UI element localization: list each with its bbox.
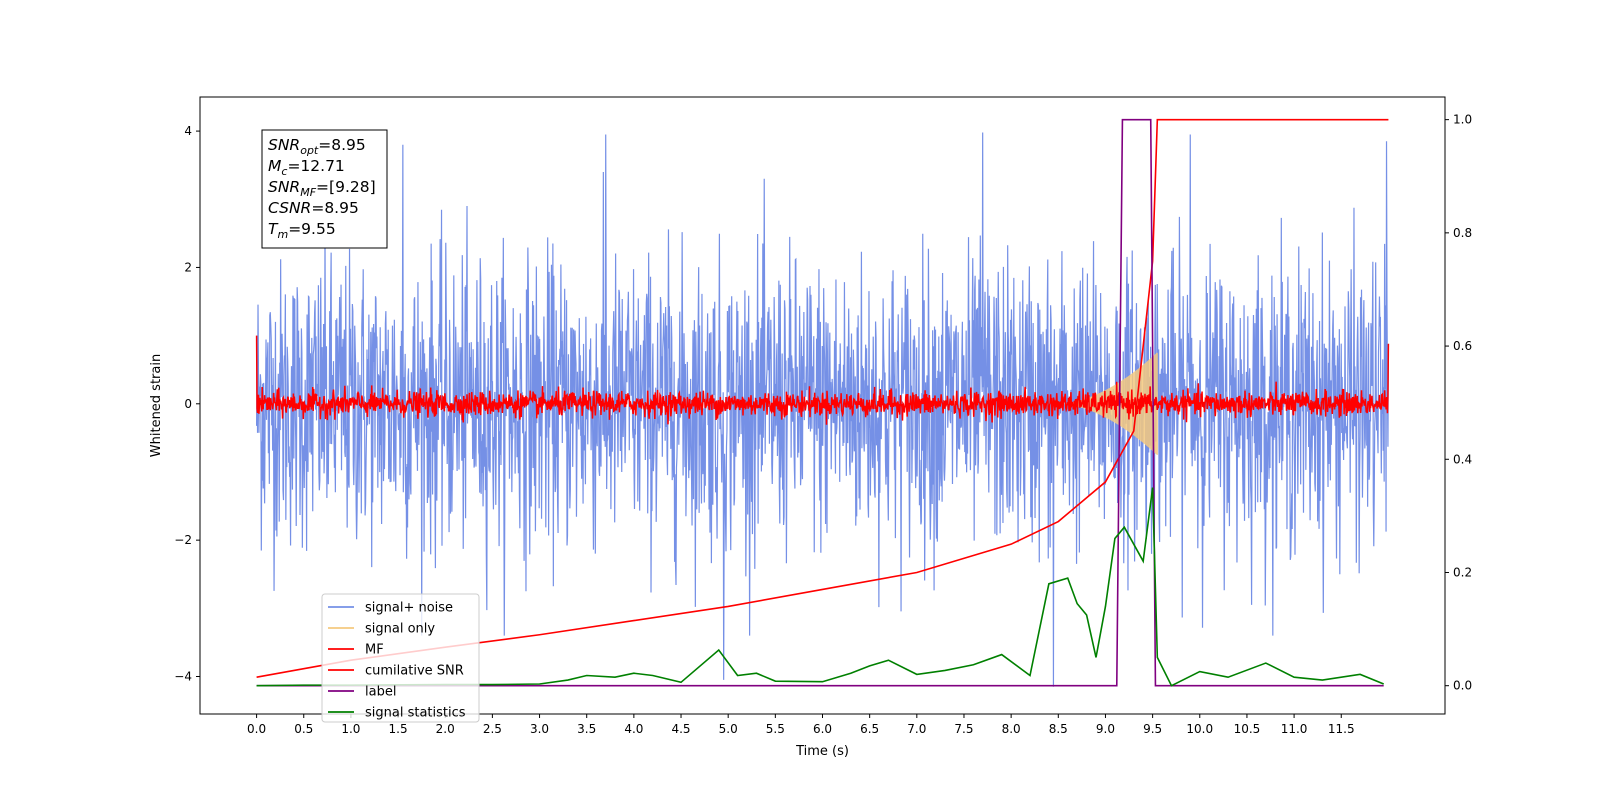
legend-frame: [321, 593, 480, 723]
legend-label: MF: [365, 643, 384, 658]
stats-box: SNRopt=8.95 Mc=12.71 SNRMF=[9.28] CSNR=8…: [261, 129, 388, 249]
x-tick-label: 2.0: [436, 722, 455, 736]
x-tick-label: 11.5: [1328, 722, 1355, 736]
x-tick-label: 10.5: [1234, 722, 1261, 736]
x-tick-label: 4.5: [671, 722, 690, 736]
x-tick-label: 0.0: [247, 722, 266, 736]
stats-snr-mf: SNRMF=[9.28]: [268, 178, 376, 199]
x-tick-label: 7.5: [954, 722, 973, 736]
x-tick-label: 7.0: [907, 722, 926, 736]
y2-tick-label: 0.2: [1453, 565, 1472, 579]
x-tick-label: 5.0: [719, 722, 738, 736]
x-axis: 0.0 0.5 1.0 1.5 2.0 2.5 3.0 3.5 4.0 4.5 5.0 5.5 6.0 6…: [247, 714, 1355, 736]
x-tick-label: 6.0: [813, 722, 832, 736]
label-line: [256, 118, 1384, 687]
y-tick-label: −4: [174, 670, 192, 684]
signal-statistics-line: [256, 487, 1384, 687]
x-tick-label: 4.0: [624, 722, 643, 736]
y-tick-label: 0: [184, 397, 192, 411]
x-axis-title: Time (s): [795, 744, 849, 759]
x-tick-label: 2.5: [483, 722, 502, 736]
y2-tick-label: 1.0: [1453, 113, 1472, 127]
y-axis-title: Whitened strain: [149, 354, 164, 457]
stats-snr-opt: SNRopt=8.95: [268, 136, 366, 157]
x-tick-label: 5.5: [766, 722, 785, 736]
y2-tick-label: 0.8: [1453, 226, 1472, 240]
x-tick-label: 0.5: [294, 722, 313, 736]
x-tick-label: 1.0: [341, 722, 360, 736]
y2-tick-label: 0.6: [1453, 339, 1472, 353]
x-tick-label: 3.5: [577, 722, 596, 736]
x-tick-label: 8.0: [1002, 722, 1021, 736]
mf-series: [255, 335, 1390, 425]
x-tick-label: 9.0: [1096, 722, 1115, 736]
legend-label: label: [365, 685, 396, 700]
y-axis-left: −4 −2 0 2 4: [174, 124, 200, 684]
stats-tm: Tm=9.55: [268, 220, 336, 241]
legend-label: signal statistics: [365, 706, 466, 721]
x-tick-label: 6.5: [860, 722, 879, 736]
x-tick-label: 11.0: [1281, 722, 1308, 736]
y2-tick-label: 0.4: [1453, 452, 1472, 466]
legend-label: signal only: [365, 622, 435, 637]
x-tick-label: 10.0: [1186, 722, 1213, 736]
y-axis-right: 0.0 0.2 0.4 0.6 0.8 1.0: [1445, 113, 1472, 693]
y-tick-label: 4: [184, 124, 192, 138]
x-tick-label: 9.5: [1143, 722, 1162, 736]
y2-tick-label: 0.0: [1453, 679, 1472, 693]
stats-mc: Mc=12.71: [268, 157, 345, 178]
x-tick-label: 1.5: [389, 722, 408, 736]
x-tick-label: 8.5: [1049, 722, 1068, 736]
legend-label: cumilative SNR: [365, 664, 464, 679]
stats-box-frame: [261, 129, 388, 249]
legend: signal+ noise signal only MF cumilative SNR…: [321, 593, 480, 723]
legend-label: signal+ noise: [365, 601, 453, 616]
x-tick-label: 3.0: [530, 722, 549, 736]
stats-csnr: CSNR=8.95: [268, 199, 359, 217]
y-tick-label: 2: [184, 260, 192, 274]
mf-line: [255, 335, 1390, 425]
y-tick-label: −2: [174, 533, 192, 547]
